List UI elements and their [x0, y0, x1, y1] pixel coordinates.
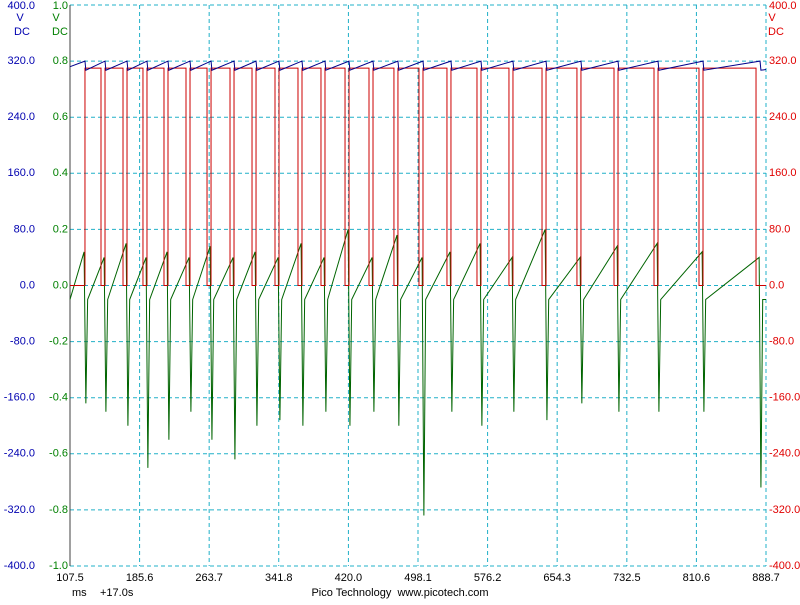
x-tick-label: 576.2: [474, 572, 502, 584]
y-tick-label: 320.0: [7, 55, 35, 67]
y3-tick-label: -400.0: [769, 560, 800, 572]
x-offset: +17.0s: [100, 587, 134, 599]
y2-axis-coupling: DC: [52, 26, 68, 38]
x-tick-label: 263.7: [195, 572, 223, 584]
trace: [70, 67, 766, 286]
y3-tick-label: -80.0: [769, 336, 794, 348]
x-tick-label: 888.7: [752, 572, 780, 584]
x-tick-label: 107.5: [56, 572, 84, 584]
y-axis-coupling: DC: [14, 26, 30, 38]
x-tick-label: 420.0: [335, 572, 363, 584]
y-tick-label: 400.0: [7, 0, 35, 12]
y2-tick-label: 0.6: [53, 111, 68, 123]
y-tick-label: -80.0: [10, 336, 35, 348]
y-tick-label: 160.0: [7, 167, 35, 179]
x-tick-label: 810.6: [683, 572, 711, 584]
y2-tick-label: -0.4: [49, 392, 68, 404]
y2-tick-label: -0.2: [49, 336, 68, 348]
y-tick-label: -320.0: [4, 504, 35, 516]
y-tick-label: 0.0: [20, 279, 35, 291]
y2-tick-label: -0.8: [49, 504, 68, 516]
y3-tick-label: -240.0: [769, 448, 800, 460]
x-tick-label: 732.5: [613, 572, 641, 584]
y-tick-label: 80.0: [14, 223, 35, 235]
y-axis-unit: V: [16, 12, 24, 24]
x-tick-label: 341.8: [265, 572, 293, 584]
y2-tick-label: 0.0: [53, 279, 68, 291]
y3-axis-coupling: DC: [768, 26, 784, 38]
y-tick-label: -240.0: [4, 448, 35, 460]
y-tick-label: 240.0: [7, 111, 35, 123]
x-axis-unit: ms: [72, 587, 87, 599]
y3-tick-label: 0.0: [769, 279, 784, 291]
x-tick-label: 498.1: [404, 572, 432, 584]
y2-tick-label: 0.4: [53, 167, 68, 179]
footer: Pico Technology www.picotech.com: [311, 587, 488, 599]
y2-axis-unit: V: [52, 12, 60, 24]
trace: [69, 229, 766, 516]
x-tick-label: 654.3: [543, 572, 571, 584]
y3-tick-label: 320.0: [769, 55, 797, 67]
y3-tick-label: 400.0: [769, 0, 797, 12]
y2-tick-label: -0.6: [49, 448, 68, 460]
y2-tick-label: 0.2: [53, 223, 68, 235]
trace: [69, 60, 767, 71]
y3-tick-label: -160.0: [769, 392, 800, 404]
y2-tick-label: 0.8: [53, 55, 68, 67]
y3-tick-label: 160.0: [769, 167, 797, 179]
y3-tick-label: 80.0: [769, 223, 790, 235]
x-tick-label: 185.6: [126, 572, 154, 584]
y2-tick-label: 1.0: [53, 0, 68, 12]
y3-axis-unit: V: [768, 12, 776, 24]
y2-tick-label: -1.0: [49, 560, 68, 572]
y-tick-label: -160.0: [4, 392, 35, 404]
y3-tick-label: 240.0: [769, 111, 797, 123]
y3-tick-label: -320.0: [769, 504, 800, 516]
y-tick-label: -400.0: [4, 560, 35, 572]
